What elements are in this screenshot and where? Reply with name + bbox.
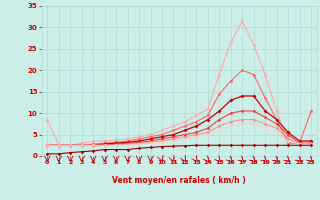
X-axis label: Vent moyen/en rafales ( km/h ): Vent moyen/en rafales ( km/h ) — [112, 176, 246, 185]
